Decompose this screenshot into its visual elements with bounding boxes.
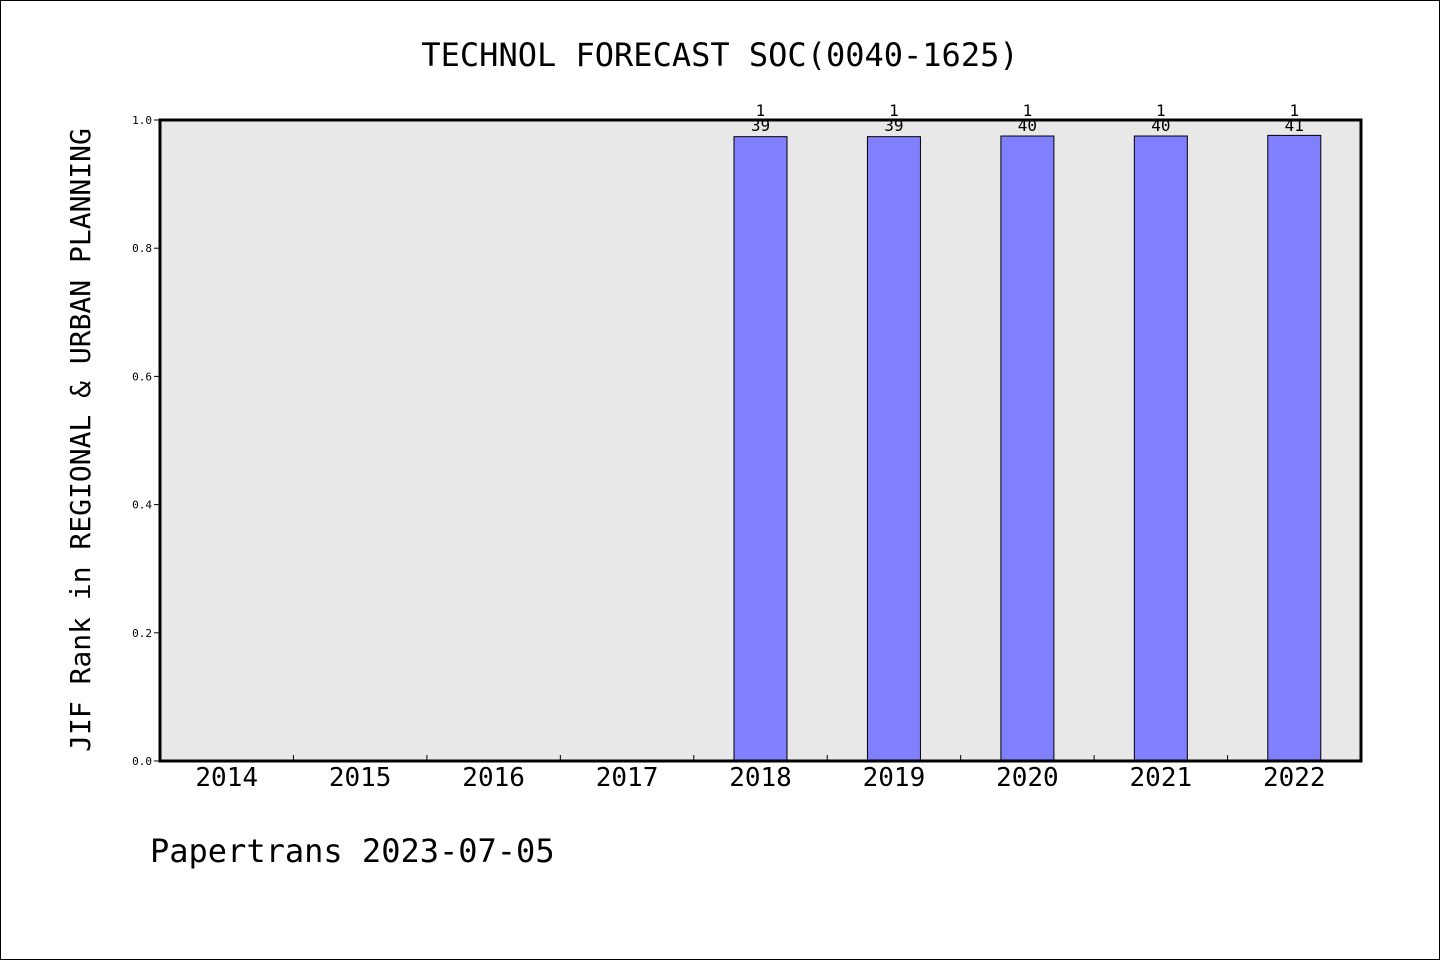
bar <box>866 136 921 762</box>
x-tick-label: 2018 <box>729 763 792 793</box>
x-tick-label: 2019 <box>863 763 926 793</box>
y-tick-label: 1.0 <box>132 114 152 127</box>
bar-rank-label: 1 <box>1289 101 1299 120</box>
x-tick-label: 2017 <box>596 763 659 793</box>
y-axis-label: JIF Rank in REGIONAL & URBAN PLANNING <box>64 128 97 752</box>
x-tick-label: 2021 <box>1130 763 1193 793</box>
chart-title: TECHNOL FORECAST SOC(0040-1625) <box>421 36 1018 74</box>
y-tick-label: 0.2 <box>132 627 152 640</box>
bar <box>1133 135 1188 762</box>
bar-rank-label: 1 <box>1156 101 1166 120</box>
bar <box>733 136 788 762</box>
x-tick-label: 2015 <box>329 763 392 793</box>
y-tick-label: 0.0 <box>132 755 152 768</box>
x-tick-label: 2016 <box>462 763 525 793</box>
bar-rank-label: 1 <box>756 101 766 120</box>
plot-border <box>158 118 1363 763</box>
y-tick-label: 0.6 <box>132 370 152 383</box>
y-tick-label: 0.8 <box>132 242 152 255</box>
x-tick-label: 2020 <box>996 763 1059 793</box>
x-tick-label: 2022 <box>1263 763 1326 793</box>
bar-rank-label: 1 <box>889 101 899 120</box>
bar <box>1267 134 1322 762</box>
bar <box>1000 135 1055 762</box>
x-tick-label: 2014 <box>195 763 258 793</box>
footer-credit: Papertrans 2023-07-05 <box>150 832 555 870</box>
y-tick-label: 0.4 <box>132 499 152 512</box>
bar-rank-label: 1 <box>1023 101 1033 120</box>
